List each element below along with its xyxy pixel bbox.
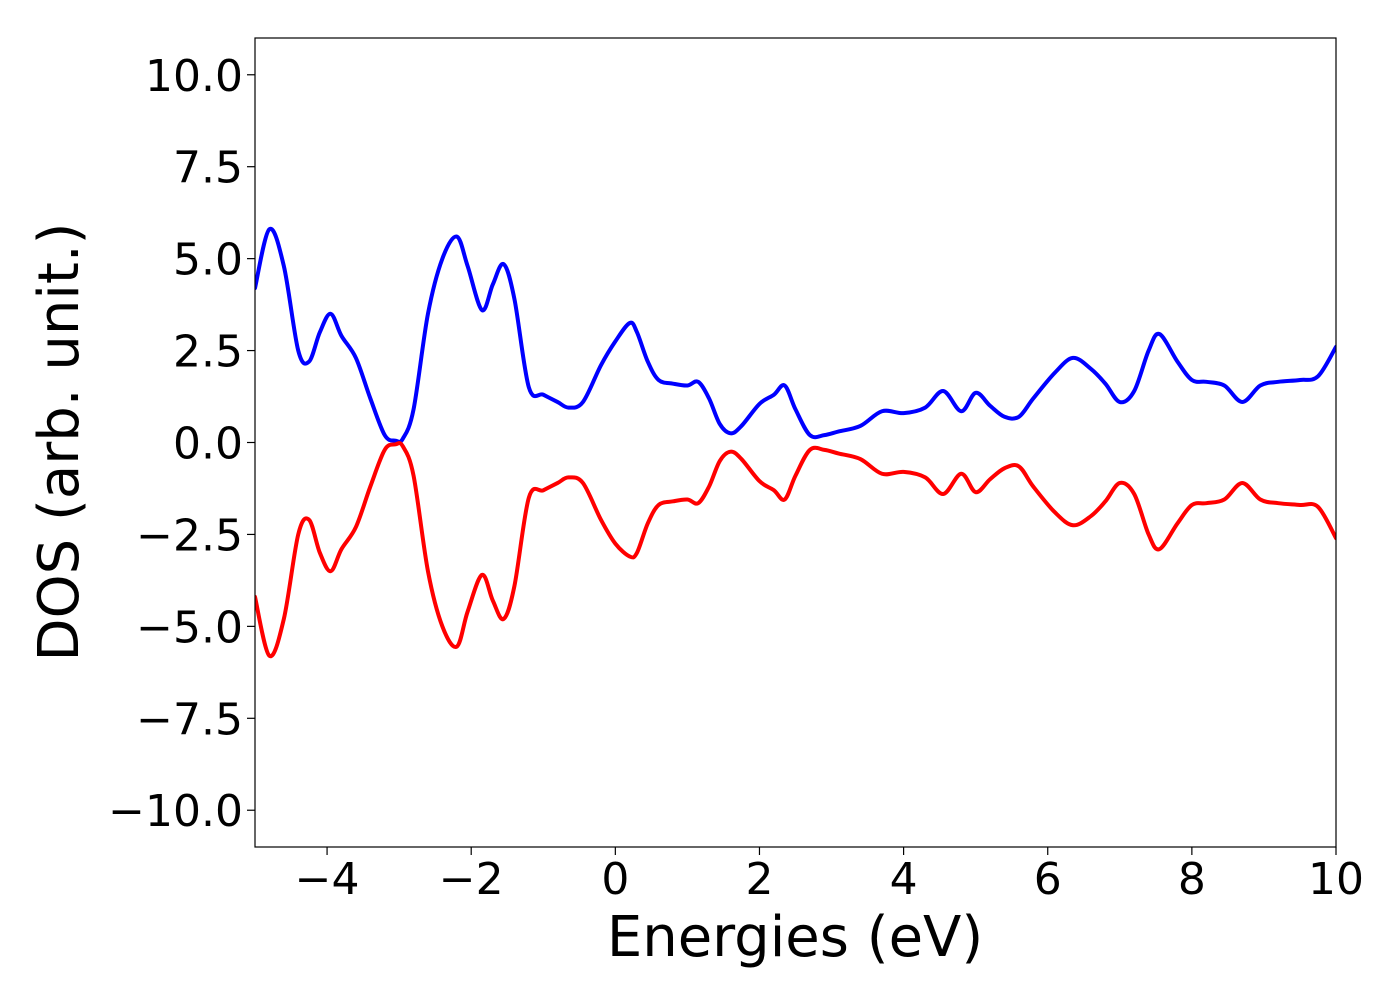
y-tick-label: −5.0 [136, 602, 243, 653]
y-tick-label: 10.0 [145, 51, 243, 102]
y-tick-label: −7.5 [136, 694, 243, 745]
series-line-red [255, 441, 1336, 659]
y-tick-label: 2.5 [173, 327, 243, 378]
y-axis-label: DOS (arb. unit.) [27, 222, 92, 661]
x-tick-label: −2 [439, 854, 504, 905]
x-tick-label: 4 [890, 854, 918, 905]
y-tick-label: 0.0 [173, 419, 243, 470]
y-tick-label: −10.0 [108, 786, 243, 837]
series-layer [255, 226, 1336, 659]
x-tick-label: 10 [1308, 854, 1364, 905]
y-tick-label: 5.0 [173, 235, 243, 286]
x-tick-label: 2 [745, 854, 773, 905]
x-tick-label: 6 [1034, 854, 1062, 905]
plot-frame [254, 37, 1337, 848]
y-tick-label: −2.5 [136, 510, 243, 561]
ticks-layer: −4 −2 0 2 4 6 8 10 10.0 7.5 5.0 2.5 0.0 −2.5 −5.0 −7.5 −… [108, 51, 1364, 905]
x-tick-label: −4 [295, 854, 360, 905]
x-tick-label: 8 [1178, 854, 1206, 905]
x-tick-label: 0 [601, 854, 629, 905]
series-line-blue [255, 226, 1336, 444]
y-tick-label: 7.5 [173, 143, 243, 194]
x-axis-label: Energies (eV) [607, 905, 983, 970]
